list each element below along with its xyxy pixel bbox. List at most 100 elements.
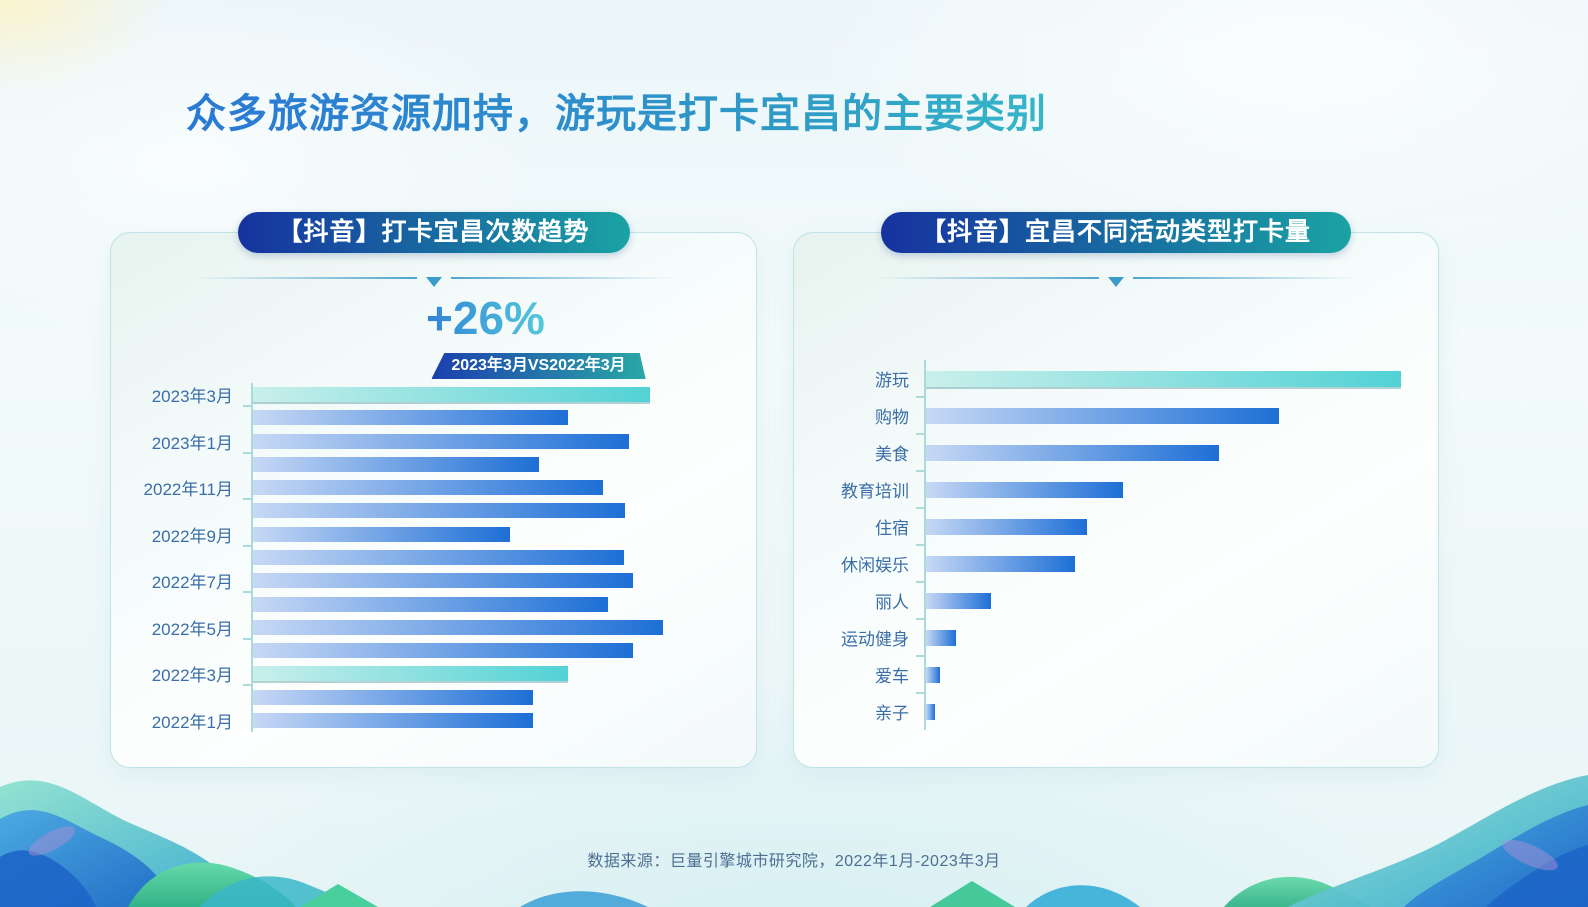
divider-line-left (192, 277, 417, 279)
chart-row: 2022年5月 (111, 615, 756, 639)
value-bar (253, 503, 625, 519)
category-label: 教育培训 (841, 482, 909, 501)
category-label: 运动健身 (841, 630, 909, 649)
axis-track (916, 692, 1401, 730)
chart-row: 2022年9月 (111, 522, 756, 546)
value-bar (253, 573, 634, 589)
axis-track (251, 476, 663, 500)
value-bar (926, 370, 1401, 387)
triangle-down-icon (1108, 277, 1124, 287)
value-bar (926, 407, 1280, 424)
value-bar (253, 619, 663, 635)
axis-track (916, 618, 1401, 656)
axis-track (924, 360, 1401, 397)
value-bar (253, 643, 633, 659)
chart-row: 游玩 (794, 360, 1438, 397)
data-source-note: 数据来源：巨量引擎城市研究院，2022年1月-2023年3月 (587, 853, 1001, 870)
category-label: 2022年5月 (151, 619, 233, 639)
axis-track (916, 581, 1401, 619)
value-bar (926, 444, 1219, 461)
chart-row: 运动健身 (794, 618, 1438, 656)
value-bar (253, 666, 569, 682)
category-label: 游玩 (875, 371, 909, 390)
value-bar (926, 592, 991, 609)
axis-track (243, 544, 663, 570)
chart-row (111, 684, 756, 709)
chart-row (111, 451, 756, 477)
axis-track (243, 637, 663, 663)
axis-track (251, 429, 663, 453)
category-chart-panel: 【抖音】宜昌不同活动类型打卡量 游玩购物美食教育培训住宿休闲娱乐丽人运动健身爱车… (793, 212, 1439, 768)
category-label: 爱车 (875, 667, 909, 686)
category-label: 丽人 (875, 593, 909, 612)
value-bar (253, 689, 533, 705)
chart-row (111, 405, 756, 430)
chart-row: 2022年7月 (111, 569, 756, 593)
chart-row: 休闲娱乐 (794, 544, 1438, 582)
chart-row: 爱车 (794, 655, 1438, 693)
divider (192, 273, 675, 287)
value-bar (253, 387, 650, 403)
chart-row: 购物 (794, 396, 1438, 434)
axis-track (251, 615, 663, 639)
triangle-down-icon (425, 277, 442, 287)
axis-track (916, 544, 1401, 582)
divider (875, 273, 1357, 287)
category-label: 2022年7月 (151, 573, 233, 593)
value-bar (253, 433, 630, 449)
value-bar (253, 712, 533, 728)
comparison-badge: 2023年3月VS2022年3月 (431, 353, 645, 379)
value-bar (253, 456, 540, 472)
value-bar (253, 596, 609, 612)
chart-row: 2023年3月 (111, 383, 756, 407)
category-label: 2022年9月 (151, 526, 233, 546)
axis-track (251, 569, 663, 593)
watercolor-waves-decoration (0, 775, 1588, 907)
chart-row (111, 637, 756, 663)
divider-line-right (450, 277, 675, 279)
trend-bar-chart: 2023年3月 2023年1月 2022年11月 2022年9月 2022年7月 2022… (111, 383, 756, 732)
axis-track (251, 708, 663, 732)
category-label: 购物 (875, 408, 909, 427)
value-bar (926, 629, 956, 646)
chart-row: 2022年11月 (111, 476, 756, 500)
category-label: 2023年3月 (151, 387, 233, 407)
chart-row: 丽人 (794, 581, 1438, 619)
axis-track (916, 507, 1401, 545)
category-label: 2023年1月 (151, 433, 233, 453)
category-chart-header: 【抖音】宜昌不同活动类型打卡量 (880, 212, 1352, 253)
value-bar (253, 410, 569, 426)
chart-row: 2022年1月 (111, 708, 756, 732)
axis-track (243, 498, 663, 523)
axis-track (243, 451, 663, 477)
value-bar (926, 703, 935, 720)
divider-line-left (875, 277, 1099, 279)
category-label: 美食 (875, 445, 909, 464)
value-bar (253, 549, 625, 565)
value-bar (926, 555, 1076, 572)
category-label: 休闲娱乐 (841, 556, 909, 575)
chart-row: 教育培训 (794, 470, 1438, 508)
chart-row (111, 591, 756, 616)
category-label: 亲子 (875, 704, 909, 723)
axis-track (243, 405, 663, 430)
chart-row: 亲子 (794, 692, 1438, 730)
value-bar (926, 481, 1124, 498)
value-bar (253, 526, 510, 542)
chart-row: 2023年1月 (111, 429, 756, 453)
axis-track (916, 655, 1401, 693)
value-bar (926, 518, 1088, 535)
axis-track (243, 684, 663, 709)
page-title: 众多旅游资源加持，游玩是打卡宜昌的主要类别 (186, 91, 1047, 136)
category-label: 2022年1月 (151, 712, 233, 732)
chart-row: 2022年3月 (111, 662, 756, 686)
axis-track (251, 522, 663, 546)
category-bar-chart: 游玩购物美食教育培训住宿休闲娱乐丽人运动健身爱车亲子 (794, 360, 1438, 730)
axis-track (243, 591, 663, 616)
value-bar (253, 480, 604, 496)
category-label: 2022年11月 (143, 480, 233, 500)
category-label: 2022年3月 (151, 666, 233, 686)
divider-line-right (1133, 277, 1357, 279)
chart-row: 住宿 (794, 507, 1438, 545)
